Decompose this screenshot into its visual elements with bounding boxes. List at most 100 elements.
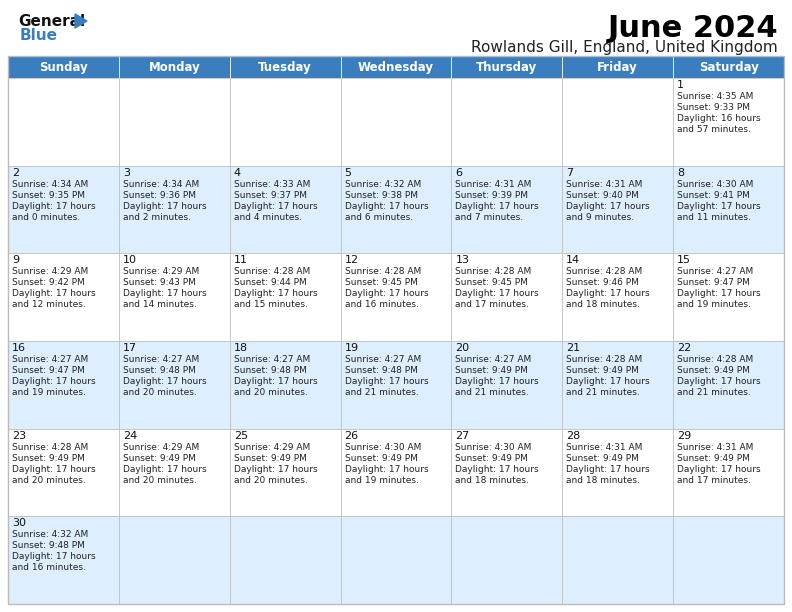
Text: Sunrise: 4:28 AM: Sunrise: 4:28 AM: [12, 442, 88, 452]
Bar: [673, 166, 784, 253]
Text: 16: 16: [12, 343, 26, 353]
Bar: [451, 253, 562, 341]
Text: 6: 6: [455, 168, 463, 177]
Text: Daylight: 17 hours: Daylight: 17 hours: [455, 465, 539, 474]
Text: Sunrise: 4:30 AM: Sunrise: 4:30 AM: [455, 442, 531, 452]
Bar: [230, 428, 341, 517]
Text: Daylight: 17 hours: Daylight: 17 hours: [234, 289, 318, 298]
Text: Rowlands Gill, England, United Kingdom: Rowlands Gill, England, United Kingdom: [471, 40, 778, 55]
Text: Sunset: 9:40 PM: Sunset: 9:40 PM: [566, 191, 639, 200]
Text: Sunset: 9:47 PM: Sunset: 9:47 PM: [677, 278, 750, 287]
Bar: [562, 56, 673, 78]
Text: Sunset: 9:49 PM: Sunset: 9:49 PM: [123, 453, 196, 463]
Text: 18: 18: [234, 343, 248, 353]
Text: 24: 24: [123, 431, 137, 441]
Text: Sunrise: 4:27 AM: Sunrise: 4:27 AM: [345, 355, 421, 364]
Text: Sunrise: 4:31 AM: Sunrise: 4:31 AM: [566, 180, 642, 188]
Text: Sunset: 9:39 PM: Sunset: 9:39 PM: [455, 191, 528, 200]
Text: Sunset: 9:42 PM: Sunset: 9:42 PM: [12, 278, 85, 287]
Text: 8: 8: [677, 168, 684, 177]
Text: and 18 minutes.: and 18 minutes.: [455, 476, 529, 485]
Text: Sunrise: 4:30 AM: Sunrise: 4:30 AM: [677, 180, 753, 188]
Bar: [341, 56, 451, 78]
Bar: [673, 56, 784, 78]
Text: Sunset: 9:35 PM: Sunset: 9:35 PM: [12, 191, 85, 200]
Text: Sunset: 9:41 PM: Sunset: 9:41 PM: [677, 191, 750, 200]
Bar: [8, 166, 119, 253]
Text: Daylight: 17 hours: Daylight: 17 hours: [12, 553, 96, 561]
Text: Daylight: 17 hours: Daylight: 17 hours: [234, 465, 318, 474]
Text: 10: 10: [123, 255, 137, 266]
Text: Sunrise: 4:32 AM: Sunrise: 4:32 AM: [345, 180, 421, 188]
Bar: [673, 78, 784, 166]
Text: 13: 13: [455, 255, 470, 266]
Text: and 17 minutes.: and 17 minutes.: [455, 300, 529, 309]
Text: Sunrise: 4:31 AM: Sunrise: 4:31 AM: [566, 442, 642, 452]
Text: Sunrise: 4:27 AM: Sunrise: 4:27 AM: [12, 355, 88, 364]
Text: Sunrise: 4:33 AM: Sunrise: 4:33 AM: [234, 180, 310, 188]
Bar: [8, 78, 119, 166]
Text: and 15 minutes.: and 15 minutes.: [234, 300, 307, 309]
Bar: [119, 341, 230, 428]
Text: 28: 28: [566, 431, 581, 441]
Text: Sunset: 9:44 PM: Sunset: 9:44 PM: [234, 278, 307, 287]
Text: Sunrise: 4:31 AM: Sunrise: 4:31 AM: [455, 180, 531, 188]
Text: 22: 22: [677, 343, 691, 353]
Text: Sunset: 9:36 PM: Sunset: 9:36 PM: [123, 191, 196, 200]
Bar: [341, 517, 451, 604]
Bar: [451, 428, 562, 517]
Text: Sunset: 9:38 PM: Sunset: 9:38 PM: [345, 191, 417, 200]
Text: and 16 minutes.: and 16 minutes.: [345, 300, 418, 309]
Text: and 21 minutes.: and 21 minutes.: [677, 388, 751, 397]
Text: Sunrise: 4:27 AM: Sunrise: 4:27 AM: [677, 267, 753, 277]
Text: Blue: Blue: [20, 28, 58, 43]
Text: Daylight: 17 hours: Daylight: 17 hours: [455, 289, 539, 298]
Text: Daylight: 17 hours: Daylight: 17 hours: [123, 289, 207, 298]
Bar: [8, 253, 119, 341]
Text: General: General: [18, 14, 85, 29]
Bar: [341, 428, 451, 517]
Text: 30: 30: [12, 518, 26, 528]
Bar: [673, 517, 784, 604]
Text: Daylight: 17 hours: Daylight: 17 hours: [677, 289, 761, 298]
Text: 26: 26: [345, 431, 359, 441]
Text: and 9 minutes.: and 9 minutes.: [566, 212, 634, 222]
Text: Sunset: 9:49 PM: Sunset: 9:49 PM: [234, 453, 307, 463]
Text: Sunset: 9:49 PM: Sunset: 9:49 PM: [345, 453, 417, 463]
Text: Sunset: 9:49 PM: Sunset: 9:49 PM: [566, 366, 639, 375]
Bar: [230, 341, 341, 428]
Text: Sunrise: 4:34 AM: Sunrise: 4:34 AM: [123, 180, 199, 188]
Text: Sunset: 9:45 PM: Sunset: 9:45 PM: [455, 278, 528, 287]
Text: Wednesday: Wednesday: [358, 61, 434, 73]
Polygon shape: [75, 14, 87, 28]
Text: Sunrise: 4:28 AM: Sunrise: 4:28 AM: [566, 355, 642, 364]
Text: and 21 minutes.: and 21 minutes.: [455, 388, 529, 397]
Text: Sunset: 9:47 PM: Sunset: 9:47 PM: [12, 366, 85, 375]
Text: Sunrise: 4:27 AM: Sunrise: 4:27 AM: [455, 355, 531, 364]
Text: Daylight: 17 hours: Daylight: 17 hours: [345, 202, 428, 211]
Text: Sunset: 9:49 PM: Sunset: 9:49 PM: [455, 453, 528, 463]
Bar: [562, 78, 673, 166]
Bar: [451, 166, 562, 253]
Text: and 19 minutes.: and 19 minutes.: [345, 476, 418, 485]
Text: Sunrise: 4:28 AM: Sunrise: 4:28 AM: [566, 267, 642, 277]
Text: and 19 minutes.: and 19 minutes.: [677, 300, 751, 309]
Text: and 7 minutes.: and 7 minutes.: [455, 212, 524, 222]
Text: Saturday: Saturday: [699, 61, 759, 73]
Bar: [451, 517, 562, 604]
Text: Daylight: 17 hours: Daylight: 17 hours: [455, 377, 539, 386]
Bar: [673, 341, 784, 428]
Text: 25: 25: [234, 431, 248, 441]
Text: Friday: Friday: [597, 61, 638, 73]
Text: and 18 minutes.: and 18 minutes.: [566, 476, 640, 485]
Bar: [562, 428, 673, 517]
Text: Daylight: 17 hours: Daylight: 17 hours: [345, 377, 428, 386]
Text: Sunrise: 4:35 AM: Sunrise: 4:35 AM: [677, 92, 753, 101]
Text: Sunset: 9:48 PM: Sunset: 9:48 PM: [123, 366, 196, 375]
Text: Sunset: 9:48 PM: Sunset: 9:48 PM: [345, 366, 417, 375]
Text: and 6 minutes.: and 6 minutes.: [345, 212, 413, 222]
Text: Daylight: 17 hours: Daylight: 17 hours: [566, 289, 650, 298]
Text: and 20 minutes.: and 20 minutes.: [123, 476, 196, 485]
Text: Daylight: 16 hours: Daylight: 16 hours: [677, 114, 761, 123]
Text: and 20 minutes.: and 20 minutes.: [123, 388, 196, 397]
